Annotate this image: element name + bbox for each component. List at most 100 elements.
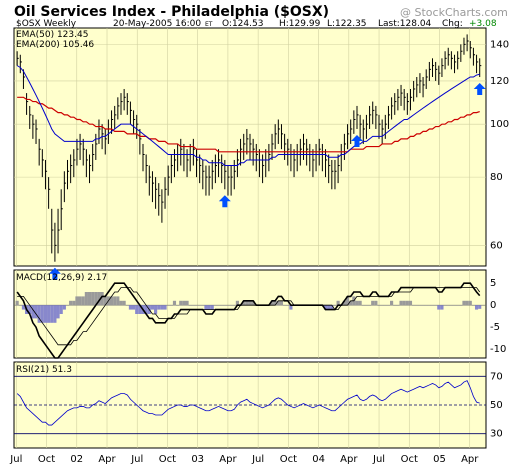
macd-histogram-bar: [62, 305, 66, 310]
macd-y-tick: -10: [490, 344, 506, 355]
macd-histogram-bar: [386, 305, 391, 306]
macd-histogram-bar: [198, 305, 202, 306]
macd-histogram-bar: [393, 305, 397, 306]
macd-histogram-bar: [333, 305, 337, 306]
macd-histogram-bar: [424, 305, 428, 306]
macd-histogram-bar: [342, 300, 346, 306]
macd-histogram-bar: [43, 305, 48, 323]
macd-histogram-bar: [37, 305, 41, 323]
macd-histogram-bar: [75, 296, 79, 306]
macd-histogram-bar: [119, 300, 123, 306]
macd-histogram-bar: [471, 305, 475, 306]
macd-histogram-bar: [172, 300, 177, 306]
macd-histogram-bar: [21, 305, 26, 310]
rsi-line: [16, 380, 480, 426]
macd-histogram-bar: [358, 300, 362, 306]
macd-histogram-bar: [380, 305, 384, 306]
macd-histogram-bar: [468, 300, 472, 306]
up-arrow-icon: [350, 134, 363, 147]
macd-histogram-bar: [430, 305, 435, 306]
macd-histogram-bar: [276, 300, 280, 306]
macd-histogram-bar: [84, 292, 88, 306]
macd-histogram-bar: [229, 305, 233, 306]
macd-histogram-bar: [242, 300, 246, 306]
macd-histogram-bar: [327, 305, 331, 310]
macd-series: [14, 282, 486, 359]
macd-histogram-bar: [132, 305, 136, 310]
symbol-line: $OSX Weekly: [16, 19, 77, 29]
macd-histogram-bar: [128, 305, 132, 310]
macd-histogram-bar: [179, 300, 183, 306]
macd-histogram-bar: [157, 305, 161, 310]
x-tick-label: Jul: [9, 454, 22, 465]
price-y-tick: 100: [490, 119, 509, 130]
x-tick-label: 02: [70, 454, 83, 465]
macd-histogram-bar: [336, 300, 340, 306]
macd-histogram-bar: [226, 305, 230, 306]
up-arrow-icon: [218, 195, 231, 208]
macd-histogram-bar: [91, 292, 95, 306]
x-tick-label: Oct: [280, 454, 297, 465]
ema50-line: [16, 65, 480, 167]
macd-histogram-bar: [216, 305, 221, 306]
macd-histogram-bar: [144, 305, 148, 314]
macd-histogram-bar: [474, 305, 479, 310]
macd-histogram-bar: [349, 300, 353, 306]
macd-histogram-bar: [40, 305, 44, 323]
macd-histogram-bar: [163, 305, 167, 310]
x-tick-label: Apr: [461, 454, 479, 465]
macd-histogram-bar: [182, 300, 186, 306]
macd-histogram-bar: [69, 300, 73, 306]
macd-histogram-bar: [220, 305, 224, 306]
macd-histogram-bar: [87, 292, 92, 306]
macd-histogram-bar: [396, 305, 400, 306]
macd-histogram-bar: [154, 305, 158, 314]
macd-histogram-bar: [361, 305, 365, 306]
macd-histogram-bar: [138, 305, 142, 314]
macd-histogram-bar: [418, 305, 422, 306]
macd-histogram-bar: [415, 305, 419, 306]
macd-histogram-bar: [103, 296, 107, 306]
macd-histogram-bar: [270, 300, 274, 306]
macd-histogram-bar: [405, 300, 409, 306]
macd-histogram-bar: [383, 305, 387, 306]
macd-histogram-bar: [279, 300, 284, 306]
macd-histogram-bar: [28, 305, 32, 314]
chart-title: Oil Services Index - Philadelphia ($OSX): [14, 4, 329, 20]
x-tick-label: 04: [312, 454, 325, 465]
macd-histogram-bar: [122, 300, 126, 306]
timezone-label: ET: [205, 21, 213, 28]
macd-histogram-bar: [81, 296, 85, 306]
x-tick-label: Apr: [219, 454, 237, 465]
macd-histogram-bar: [78, 296, 82, 306]
x-tick-label: Oct: [401, 454, 418, 465]
x-tick-label: Apr: [340, 454, 358, 465]
macd-legend: MACD(12,26,9) 2.17: [16, 273, 107, 283]
macd-panel: [13, 269, 487, 359]
macd-histogram-bar: [452, 305, 457, 306]
watermark: @ StockCharts.com: [400, 6, 508, 19]
macd-y-tick: 5: [490, 278, 496, 289]
date-line: 20-May-2005 16:00: [113, 19, 201, 29]
last-label: Last:128.04: [378, 19, 432, 29]
macd-histogram-bar: [377, 305, 381, 306]
ema50-legend: EMA(50) 123.45: [16, 30, 88, 40]
macd-histogram-bar: [213, 305, 217, 306]
up-arrow-icon: [48, 267, 61, 280]
macd-histogram-bar: [15, 300, 19, 306]
open-label: O:124.53: [222, 19, 263, 29]
x-tick-label: Jul: [130, 454, 143, 465]
price-y-tick: 120: [490, 76, 509, 87]
macd-histogram-bar: [100, 292, 104, 306]
macd-histogram-bar: [364, 305, 368, 306]
macd-histogram-bar: [345, 296, 350, 306]
macd-histogram-bar: [59, 305, 63, 314]
macd-histogram-bar: [109, 296, 114, 306]
x-tick-label: Jul: [372, 454, 385, 465]
x-tick-label: Jul: [251, 454, 264, 465]
macd-histogram-bar: [223, 305, 227, 306]
x-tick-label: Apr: [98, 454, 116, 465]
macd-signal-line: [17, 287, 481, 346]
macd-histogram-bar: [194, 305, 199, 306]
